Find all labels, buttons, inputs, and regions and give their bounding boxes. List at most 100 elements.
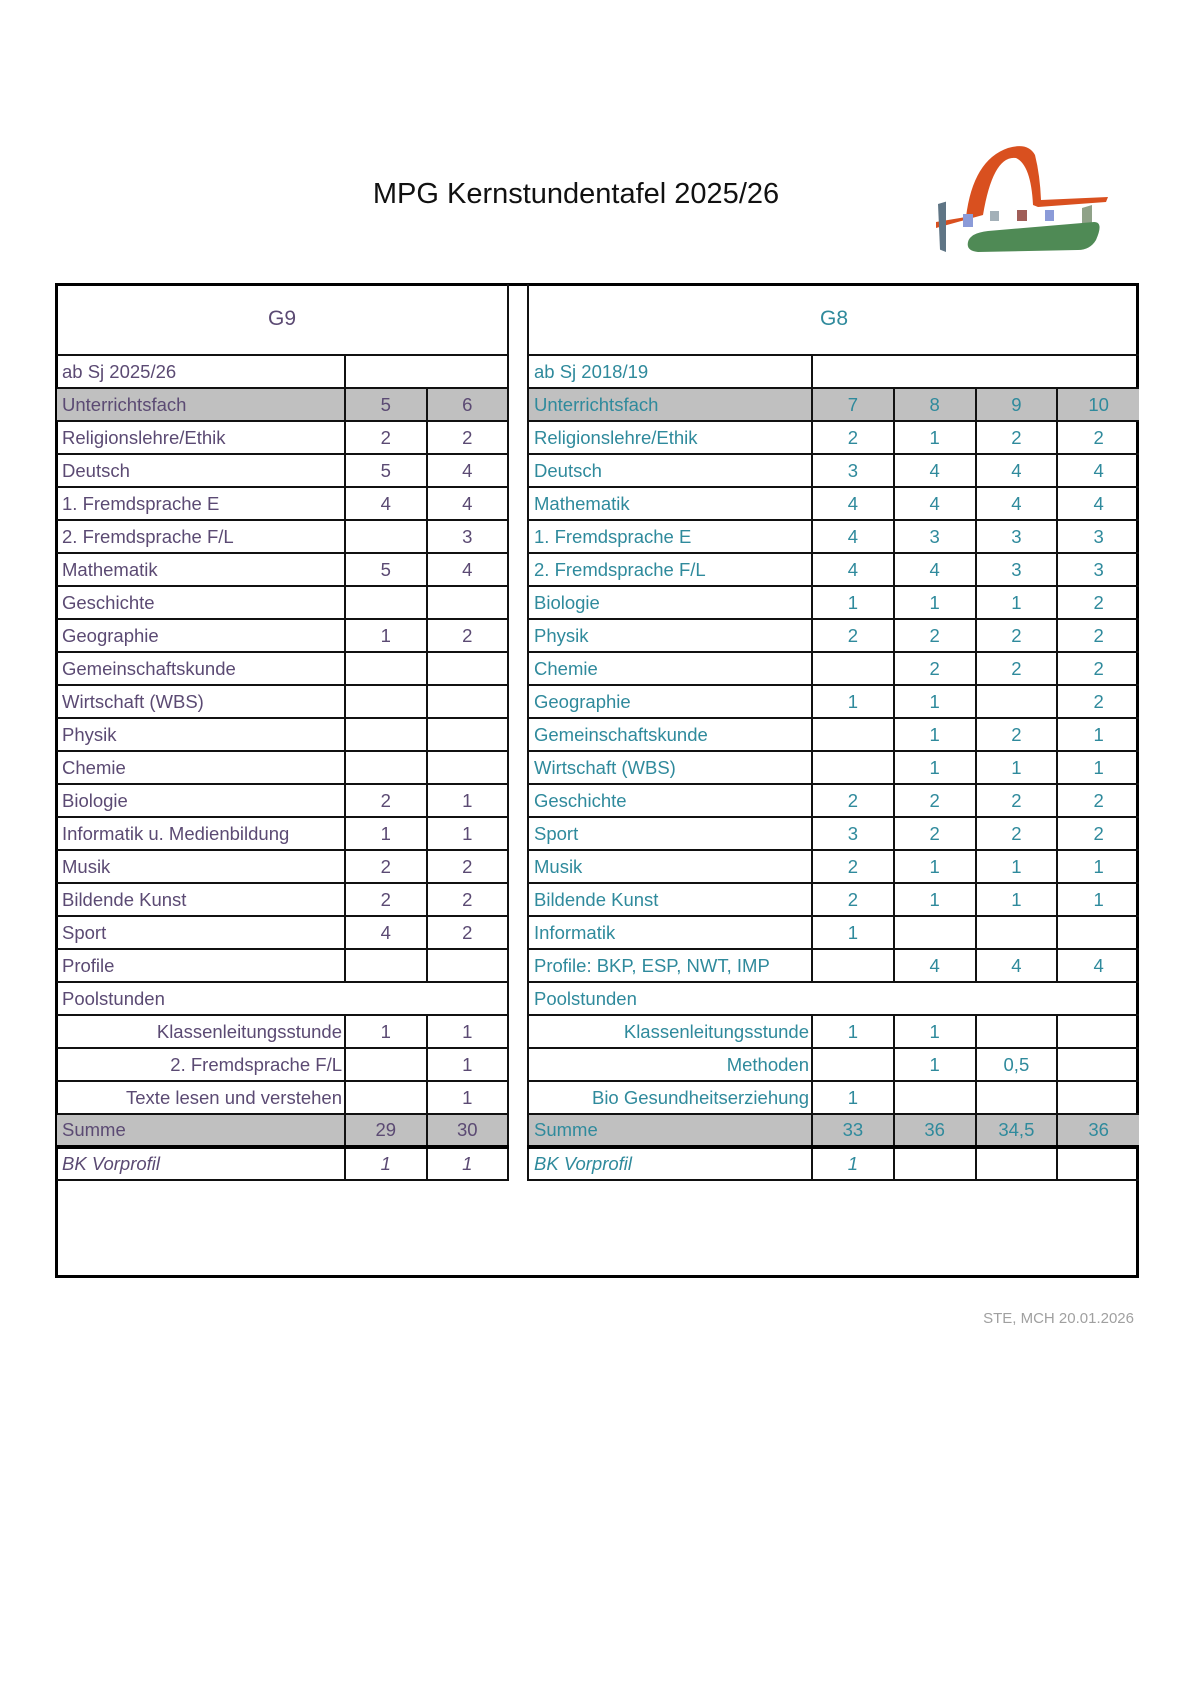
hours-cell: 1 [344, 618, 428, 653]
table-row: Gemeinschaftskunde [57, 651, 509, 686]
hours-cell: 4 [425, 552, 509, 587]
period-empty [344, 354, 509, 389]
hours-cell: 2 [1056, 684, 1139, 719]
hours-cell: 1 [892, 585, 977, 620]
hours-cell: 2 [974, 651, 1059, 686]
hours-cell: 1 [811, 585, 895, 620]
table-row: Geographie 1 2 [57, 618, 509, 653]
pool-row: Texte lesen und verstehen 1 [57, 1080, 509, 1115]
subject-cell: Geographie [527, 684, 813, 719]
table-row: Deutsch 5 4 [57, 453, 509, 488]
subject-cell: Religionslehre/Ethik [527, 420, 813, 455]
hours-cell: 1 [892, 882, 977, 917]
sum-row: Summe 29 30 [57, 1113, 509, 1149]
subject-cell: Physik [527, 618, 813, 653]
bk-label: BK Vorprofil [527, 1146, 813, 1181]
g9-header-row: Unterrichtsfach 5 6 [57, 387, 509, 422]
subject-cell: Musik [57, 849, 346, 884]
subject-cell: Gemeinschaftskunde [527, 717, 813, 752]
subject-cell: 2. Fremdsprache F/L [527, 552, 813, 587]
g8-title: G8 [527, 284, 1139, 356]
hours-cell: 2 [425, 618, 509, 653]
hours-cell: 4 [974, 453, 1059, 488]
hours-cell: 4 [1056, 453, 1139, 488]
subject-cell: Deutsch [57, 453, 346, 488]
hours-cell: 4 [1056, 486, 1139, 521]
table-row: Geschichte 2 2 2 2 [527, 783, 1139, 818]
hours-cell: 4 [974, 948, 1059, 983]
hours-cell: 1 [425, 1014, 509, 1049]
hours-cell: 3 [1056, 519, 1139, 554]
table-row: Physik 2 2 2 2 [527, 618, 1139, 653]
subject-cell: Geschichte [527, 783, 813, 818]
subject-cell: Deutsch [527, 453, 813, 488]
sum-label: Summe [57, 1113, 346, 1149]
subject-cell: Biologie [57, 783, 346, 818]
table-row: Sport 3 2 2 2 [527, 816, 1139, 851]
subject-cell: 1. Fremdsprache E [527, 519, 813, 554]
period-empty [811, 354, 1139, 389]
table-row: Profile [57, 948, 509, 983]
subject-cell: Profile [57, 948, 346, 983]
hours-cell: 2 [892, 783, 977, 818]
bk-cell: 1 [344, 1146, 428, 1181]
column-header-grade: 5 [344, 387, 428, 422]
hours-cell: 2 [811, 882, 895, 917]
hours-cell: 2 [344, 420, 428, 455]
pool-header-row: Poolstunden [527, 981, 1139, 1016]
sum-cell: 30 [425, 1113, 509, 1149]
table-row: Mathematik 4 4 4 4 [527, 486, 1139, 521]
subject-cell: Sport [527, 816, 813, 851]
hours-cell: 2 [974, 420, 1059, 455]
subject-cell: Informatik u. Medienbildung [57, 816, 346, 851]
hours-cell: 4 [892, 552, 977, 587]
hours-cell: 4 [811, 552, 895, 587]
column-header-grade: 9 [974, 387, 1059, 422]
subject-cell: Chemie [527, 651, 813, 686]
pool-row: Klassenleitungsstunde 1 1 [527, 1014, 1139, 1049]
hours-cell: 1 [344, 1014, 428, 1049]
g8-period-row: ab Sj 2018/19 [527, 354, 1139, 389]
hours-cell: 4 [811, 519, 895, 554]
table-row: Religionslehre/Ethik 2 2 [57, 420, 509, 455]
hours-cell [811, 717, 895, 752]
hours-cell [1056, 1047, 1139, 1082]
hours-cell: 1 [811, 915, 895, 950]
table-row: Chemie 2 2 2 [527, 651, 1139, 686]
subject-cell: Wirtschaft (WBS) [527, 750, 813, 785]
hours-cell: 1 [1056, 750, 1139, 785]
pool-row: Methoden 1 0,5 [527, 1047, 1139, 1082]
hours-cell [425, 948, 509, 983]
hours-cell [974, 1080, 1059, 1115]
table-row: Geschichte [57, 585, 509, 620]
sum-cell: 33 [811, 1113, 895, 1149]
hours-cell [344, 717, 428, 752]
hours-cell [425, 684, 509, 719]
hours-cell: 1 [892, 750, 977, 785]
pool-subject-cell: Methoden [527, 1047, 813, 1082]
hours-cell: 1 [811, 1080, 895, 1115]
sum-cell: 36 [1056, 1113, 1139, 1149]
hours-cell [425, 585, 509, 620]
hours-cell: 1 [1056, 882, 1139, 917]
sum-cell: 36 [892, 1113, 977, 1149]
table-row: Gemeinschaftskunde 1 2 1 [527, 717, 1139, 752]
hours-cell [811, 750, 895, 785]
hours-cell: 2 [974, 618, 1059, 653]
table-row: Wirtschaft (WBS) [57, 684, 509, 719]
g8-table: G8 ab Sj 2018/19 Unterrichtsfach 7 8 9 10 Relig… [527, 284, 1139, 1181]
period-label: ab Sj 2018/19 [527, 354, 813, 389]
hours-cell: 1 [1056, 717, 1139, 752]
hours-cell: 4 [892, 453, 977, 488]
hours-cell: 2 [344, 783, 428, 818]
hours-cell: 4 [425, 453, 509, 488]
hours-cell [811, 1047, 895, 1082]
subject-cell: Gemeinschaftskunde [57, 651, 346, 686]
hours-cell: 2 [974, 717, 1059, 752]
table-row: Wirtschaft (WBS) 1 1 1 [527, 750, 1139, 785]
table-row: Deutsch 3 4 4 4 [527, 453, 1139, 488]
hours-cell: 2 [344, 849, 428, 884]
subject-cell: Informatik [527, 915, 813, 950]
hours-cell: 2 [811, 420, 895, 455]
